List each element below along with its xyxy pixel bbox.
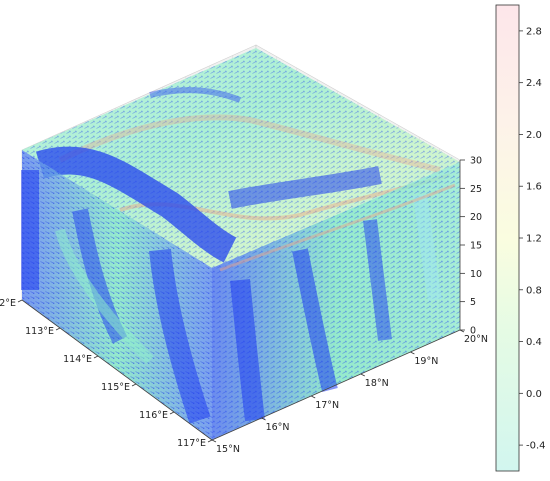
colorbar-gradient bbox=[495, 4, 520, 472]
colorbar-ticks: -0.4 0.0 0.4 0.8 1.2 1.6 2.0 2.4 2.8 bbox=[519, 26, 546, 452]
z-tick-label: 25 bbox=[470, 184, 482, 195]
z-tick-label: 5 bbox=[470, 297, 476, 308]
z-tick-label: 10 bbox=[470, 269, 482, 280]
y-tick-label: 16°N bbox=[266, 422, 290, 433]
y-tick-label: 17°N bbox=[315, 400, 339, 411]
z-tick-label: 20 bbox=[470, 212, 482, 223]
x-tick-mark bbox=[207, 439, 213, 443]
y-tick-label: 15°N bbox=[216, 444, 240, 455]
x-tick-label: 112°E bbox=[0, 298, 16, 309]
x-tick-label: 114°E bbox=[63, 354, 92, 365]
colorbar-tick-label: 2.0 bbox=[526, 130, 542, 141]
y-tick-mark bbox=[360, 373, 365, 377]
colorbar-tick-label: 1.6 bbox=[526, 182, 542, 193]
colorbar-tick-label: -0.4 bbox=[526, 441, 546, 452]
colorbar-tick-label: 1.2 bbox=[526, 234, 542, 245]
volume-top-face bbox=[22, 48, 460, 268]
x-tick-mark bbox=[131, 383, 137, 387]
x-axis-ticks: 112°E 113°E 114°E 115°E 116°E 117°E bbox=[0, 298, 213, 449]
volume-left-face bbox=[21, 150, 212, 440]
colorbar-tick-label: 0.8 bbox=[526, 285, 542, 296]
y-tick-mark bbox=[211, 439, 217, 443]
y-tick-label: 20°N bbox=[464, 334, 488, 345]
z-tick-label: 0 bbox=[470, 326, 476, 337]
x-tick-label: 113°E bbox=[25, 326, 54, 337]
y-tick-mark bbox=[261, 417, 266, 421]
z-tick-label: 30 bbox=[470, 156, 482, 167]
x-tick-label: 116°E bbox=[139, 410, 168, 421]
colorbar: -0.4 0.0 0.4 0.8 1.2 1.6 2.0 2.4 2.8 bbox=[495, 4, 546, 472]
colorbar-tick-label: 0.4 bbox=[526, 337, 542, 348]
volume-right-face bbox=[212, 162, 460, 440]
y-tick-mark bbox=[311, 395, 316, 399]
z-axis-ticks: 0 5 10 15 20 25 30 bbox=[460, 156, 482, 337]
z-tick-label: 15 bbox=[470, 241, 482, 252]
x-tick-mark bbox=[169, 411, 175, 415]
x-tick-label: 117°E bbox=[177, 438, 206, 449]
x-tick-mark bbox=[17, 299, 23, 303]
colorbar-tick-label: 2.4 bbox=[526, 78, 542, 89]
colorbar-tick-label: 0.0 bbox=[526, 389, 542, 400]
colorbar-tick-label: 2.8 bbox=[526, 26, 542, 37]
y-tick-label: 18°N bbox=[365, 378, 389, 389]
x-tick-mark bbox=[93, 355, 99, 359]
x-tick-mark bbox=[55, 327, 61, 331]
x-tick-label: 115°E bbox=[101, 382, 130, 393]
y-tick-label: 19°N bbox=[414, 356, 438, 367]
y-tick-mark bbox=[410, 351, 415, 355]
y-axis-ticks: 15°N 16°N 17°N 18°N 19°N 20°N bbox=[211, 329, 488, 455]
